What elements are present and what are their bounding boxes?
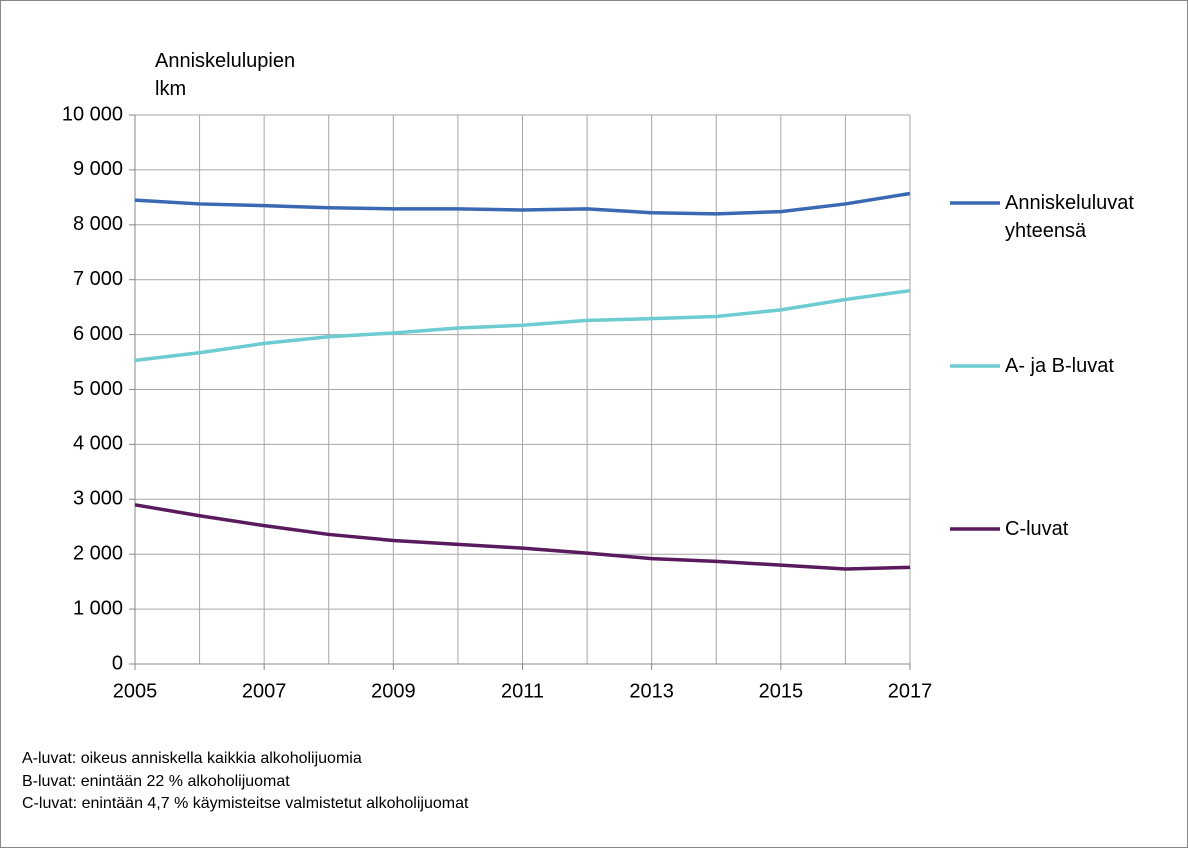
legend-label: A- ja B-luvat	[1005, 355, 1114, 377]
x-tick-label: 2009	[371, 680, 416, 702]
y-tick-label: 3 000	[73, 488, 123, 510]
y-axis-label: Anniskelulupien lkm	[155, 50, 296, 100]
y-tick-label: 10 000	[62, 103, 123, 125]
y-tick-label: 0	[112, 652, 123, 674]
legend-label: Anniskeluluvat yhteensä	[1005, 192, 1134, 242]
footnote: C-luvat: enintään 4,7 % käymisteitse val…	[22, 795, 469, 812]
y-tick-label: 9 000	[73, 158, 123, 180]
y-tick-label: 7 000	[73, 268, 123, 290]
series-line	[134, 191, 911, 216]
y-tick-label: 5 000	[73, 378, 123, 400]
x-tick-label: 2015	[759, 680, 804, 702]
x-tick-label: 2017	[888, 680, 933, 702]
x-tick-label: 2007	[242, 680, 287, 702]
footnote: B-luvat: enintään 22 % alkoholijuomat	[22, 772, 290, 790]
series-line	[134, 288, 911, 363]
x-tick-label: 2013	[629, 680, 674, 702]
y-tick-label: 2 000	[73, 542, 123, 564]
series-line	[134, 503, 911, 571]
y-tick-label: 6 000	[73, 323, 123, 345]
x-tick-label: 2005	[113, 680, 158, 702]
legend-label: C-luvat	[1005, 518, 1069, 540]
y-tick-label: 4 000	[73, 433, 123, 455]
y-tick-label: 1 000	[73, 597, 123, 619]
y-tick-label: 8 000	[73, 213, 123, 235]
x-tick-label: 2011	[501, 680, 544, 702]
footnote: A-luvat: oikeus anniskella kaikkia alkoh…	[22, 750, 362, 767]
